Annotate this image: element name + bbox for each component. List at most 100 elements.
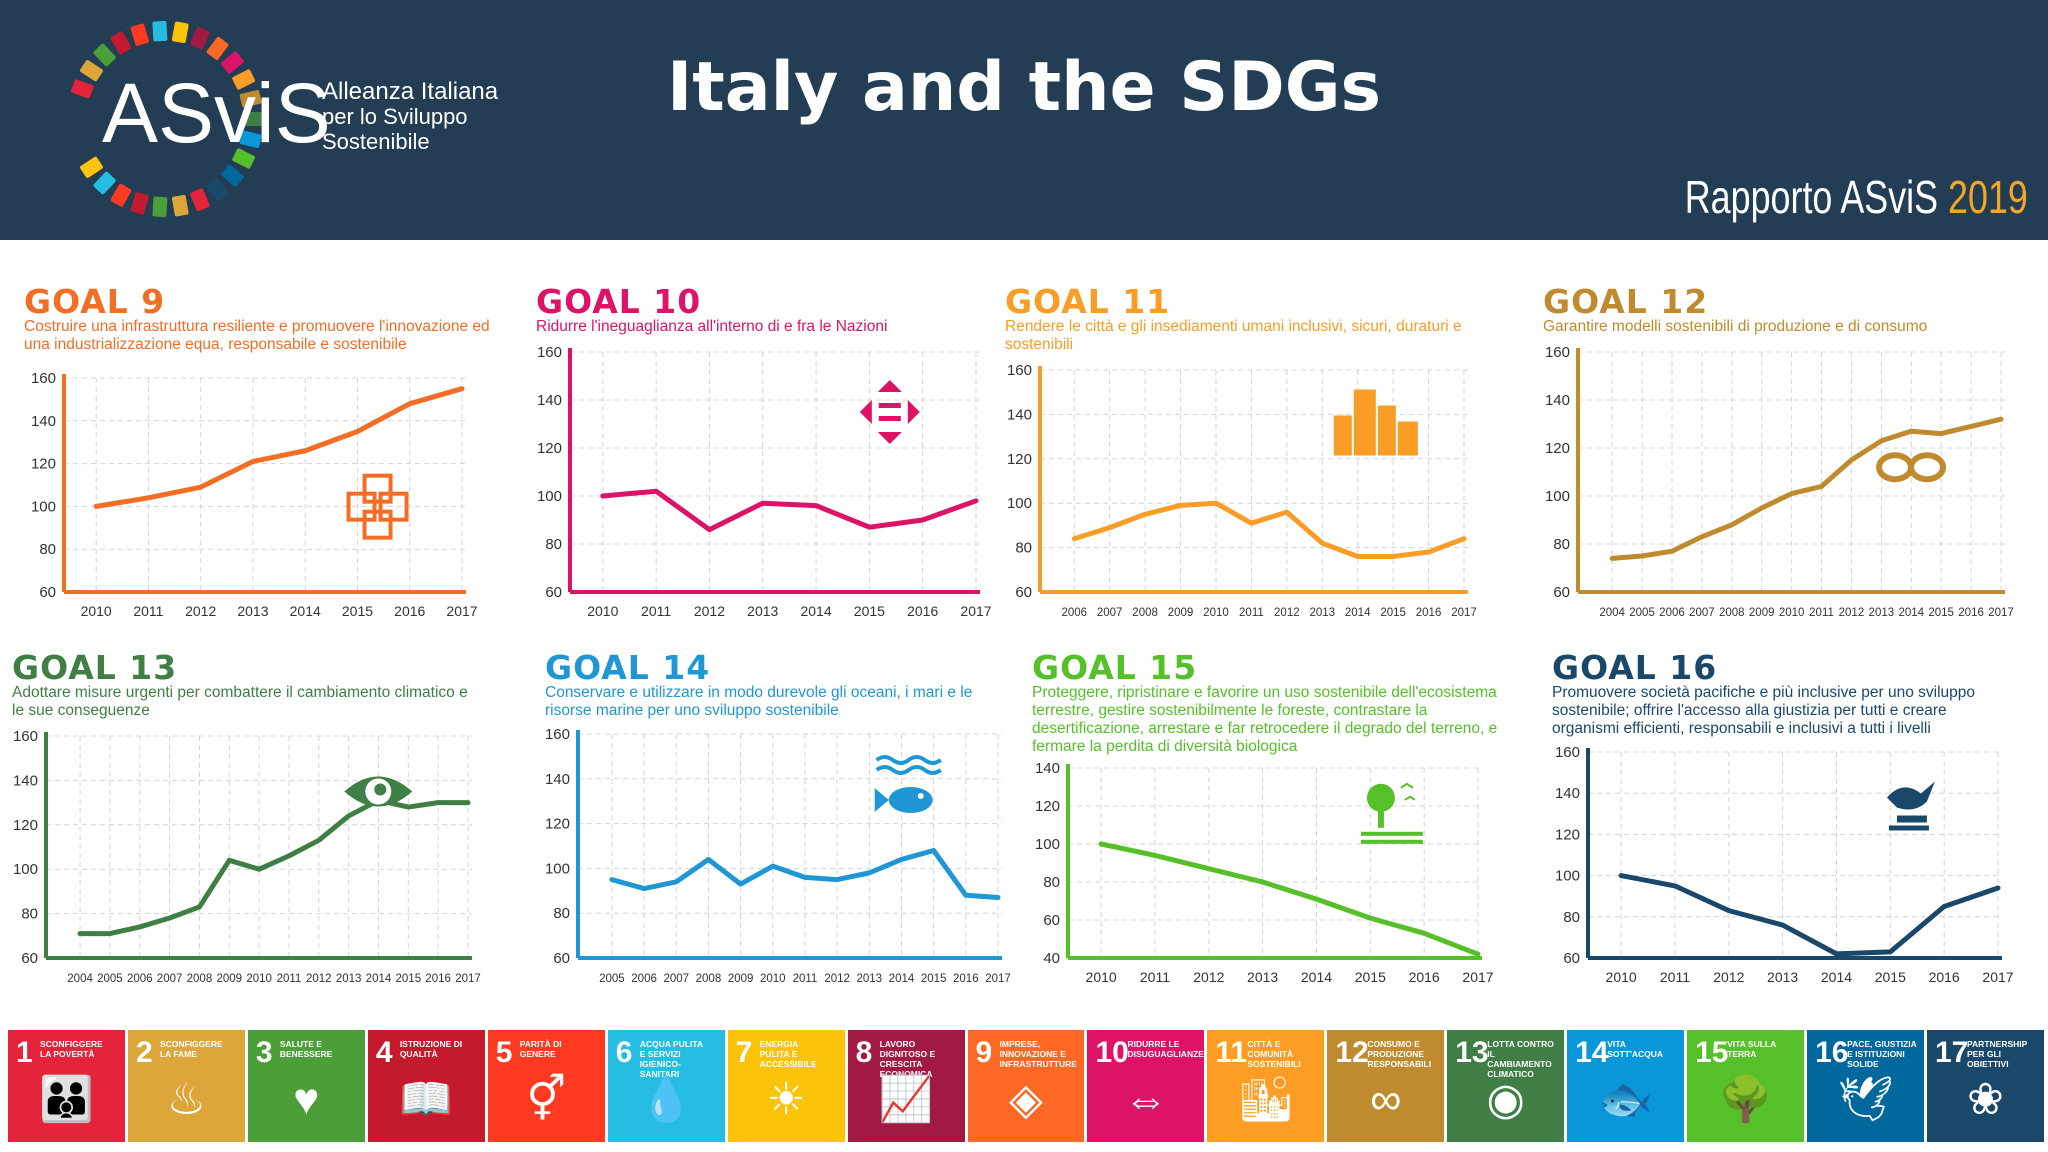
data-point bbox=[303, 448, 308, 453]
y-tick-label: 100 bbox=[545, 860, 570, 877]
sdg-tile-name: Istruzione di qualità bbox=[399, 1039, 463, 1059]
y-tick-label: 140 bbox=[13, 772, 38, 789]
x-tick-label: 2014 bbox=[290, 603, 321, 619]
data-point bbox=[77, 931, 83, 936]
data-point bbox=[137, 924, 142, 930]
x-tick-label: 2009 bbox=[1749, 607, 1775, 619]
data-point bbox=[1941, 904, 1947, 909]
data-point bbox=[1909, 429, 1914, 434]
sdg-tile-7: 7 Energia pulita e accessibile ☀ bbox=[727, 1030, 845, 1142]
sdg-tile-name: Partnership per gli obiettivi bbox=[1967, 1039, 2028, 1069]
sdg-tile-name: Vita sulla terra bbox=[1727, 1039, 1776, 1059]
x-tick-label: 2011 bbox=[1140, 969, 1170, 985]
sdg-tile-number: 1 bbox=[16, 1036, 33, 1069]
x-tick-label: 2010 bbox=[1203, 607, 1229, 619]
sdg-tile-8: 8 Lavoro dignitoso e crescita economica 📈 bbox=[847, 1030, 965, 1142]
arrow-down bbox=[877, 432, 902, 444]
arrow-right bbox=[907, 400, 920, 424]
x-tick-label: 2009 bbox=[1168, 607, 1194, 619]
fish-tail bbox=[874, 788, 889, 812]
x-tick-label: 2016 bbox=[1416, 607, 1442, 619]
sdg-tile-9: 9 Imprese, innovazione e infrastrutture ◈ bbox=[967, 1030, 1085, 1142]
goal-title: GOAL 9 bbox=[24, 282, 166, 321]
data-point bbox=[197, 904, 202, 910]
data-point bbox=[435, 800, 441, 805]
wheel-segment bbox=[80, 60, 103, 82]
x-tick-label: 2013 bbox=[857, 973, 883, 985]
x-tick-label: 2016 bbox=[1409, 969, 1440, 985]
data-point bbox=[738, 881, 743, 887]
series-line bbox=[1098, 841, 1481, 957]
y-tick-label: 60 bbox=[39, 584, 56, 601]
sdg-tile-number: 10 bbox=[1095, 1036, 1129, 1069]
x-tick-label: 2010 bbox=[587, 603, 618, 619]
data-point bbox=[931, 848, 936, 853]
x-tick-label: 2011 bbox=[1809, 607, 1834, 619]
y-tick-label: 100 bbox=[1545, 488, 1570, 505]
x-tick-label: 2012 bbox=[185, 603, 216, 619]
x-tick-label: 2006 bbox=[127, 973, 153, 985]
logo-tagline-2: per lo Sviluppo bbox=[322, 104, 468, 129]
sdg-tile-name: Lavoro dignitoso e crescita economica bbox=[879, 1039, 936, 1079]
x-tick-label: 2010 bbox=[81, 603, 112, 619]
x-tick-label: 2014 bbox=[800, 603, 831, 619]
sdg-tile-name: Salute e benessere bbox=[279, 1039, 333, 1059]
series-line bbox=[77, 797, 471, 937]
x-tick-label: 2013 bbox=[1767, 969, 1798, 985]
eye-land bbox=[374, 783, 387, 796]
data-point bbox=[707, 527, 712, 532]
wheel-segment bbox=[93, 171, 116, 195]
data-point bbox=[1142, 512, 1148, 517]
wave-line bbox=[875, 765, 942, 775]
heartbeat-icon: ♥ bbox=[293, 1075, 320, 1124]
data-point bbox=[107, 931, 113, 936]
wheel-segment bbox=[110, 183, 132, 207]
data-point bbox=[834, 877, 840, 882]
x-tick-label: 2012 bbox=[824, 973, 850, 985]
data-point bbox=[1789, 491, 1794, 496]
goal-description: Adottare misure urgenti per combattere i… bbox=[12, 684, 468, 719]
data-point bbox=[802, 875, 808, 880]
sdg-tile-2: 2 Sconfiggere la fame ♨ bbox=[127, 1030, 245, 1142]
x-tick-label: 2015 bbox=[1355, 969, 1386, 985]
data-point bbox=[1726, 908, 1732, 913]
water-icon: 💧 bbox=[638, 1075, 694, 1124]
wheel-segment bbox=[71, 79, 94, 99]
data-point bbox=[1249, 520, 1254, 526]
x-tick-label: 2006 bbox=[631, 973, 657, 985]
data-point bbox=[920, 517, 925, 523]
wheel-segment bbox=[190, 188, 210, 212]
x-tick-label: 2007 bbox=[663, 973, 689, 985]
series-line bbox=[600, 488, 979, 533]
wheel-segment bbox=[206, 37, 229, 60]
series-line bbox=[1609, 416, 2004, 561]
city-buildings-icon bbox=[1333, 389, 1418, 456]
x-tick-label: 2017 bbox=[1982, 969, 2013, 985]
x-tick-label: 2017 bbox=[985, 973, 1011, 985]
data-point bbox=[1998, 417, 2004, 422]
y-tick-label: 120 bbox=[1035, 798, 1060, 815]
sdg-tile-15: 15 Vita sulla terra 🌳 bbox=[1687, 1030, 1805, 1142]
sdg-tile-name: Pace, giustizia e istituzioni solide bbox=[1847, 1039, 1917, 1069]
sdg-tile-name: Imprese, innovazione e infrastrutture bbox=[999, 1039, 1077, 1069]
sdg-tile-5: 5 Parità di genere ⚥ bbox=[487, 1030, 605, 1142]
x-tick-label: 2007 bbox=[1097, 607, 1123, 619]
x-tick-label: 2015 bbox=[1380, 607, 1406, 619]
y-tick-label: 160 bbox=[13, 728, 38, 745]
sdg-tile-11: 11 Città e comunità sostenibili 🏙 bbox=[1207, 1030, 1325, 1142]
cube-shape bbox=[362, 509, 393, 540]
sdg-tile-name: Lotta contro il cambiamento climatico bbox=[1487, 1039, 1554, 1079]
tree-birds-icon bbox=[1360, 782, 1423, 844]
sdg-tile-name: Acqua pulita e servizi igienico-sanitari bbox=[639, 1039, 703, 1079]
y-tick-label: 80 bbox=[1015, 540, 1032, 557]
x-tick-label: 2013 bbox=[747, 603, 778, 619]
cubes-icon: ◈ bbox=[1009, 1075, 1043, 1124]
x-tick-label: 2017 bbox=[1451, 607, 1477, 619]
cube-shape bbox=[346, 491, 377, 522]
x-tick-label: 2008 bbox=[187, 973, 213, 985]
x-tick-label: 2007 bbox=[1689, 607, 1715, 619]
